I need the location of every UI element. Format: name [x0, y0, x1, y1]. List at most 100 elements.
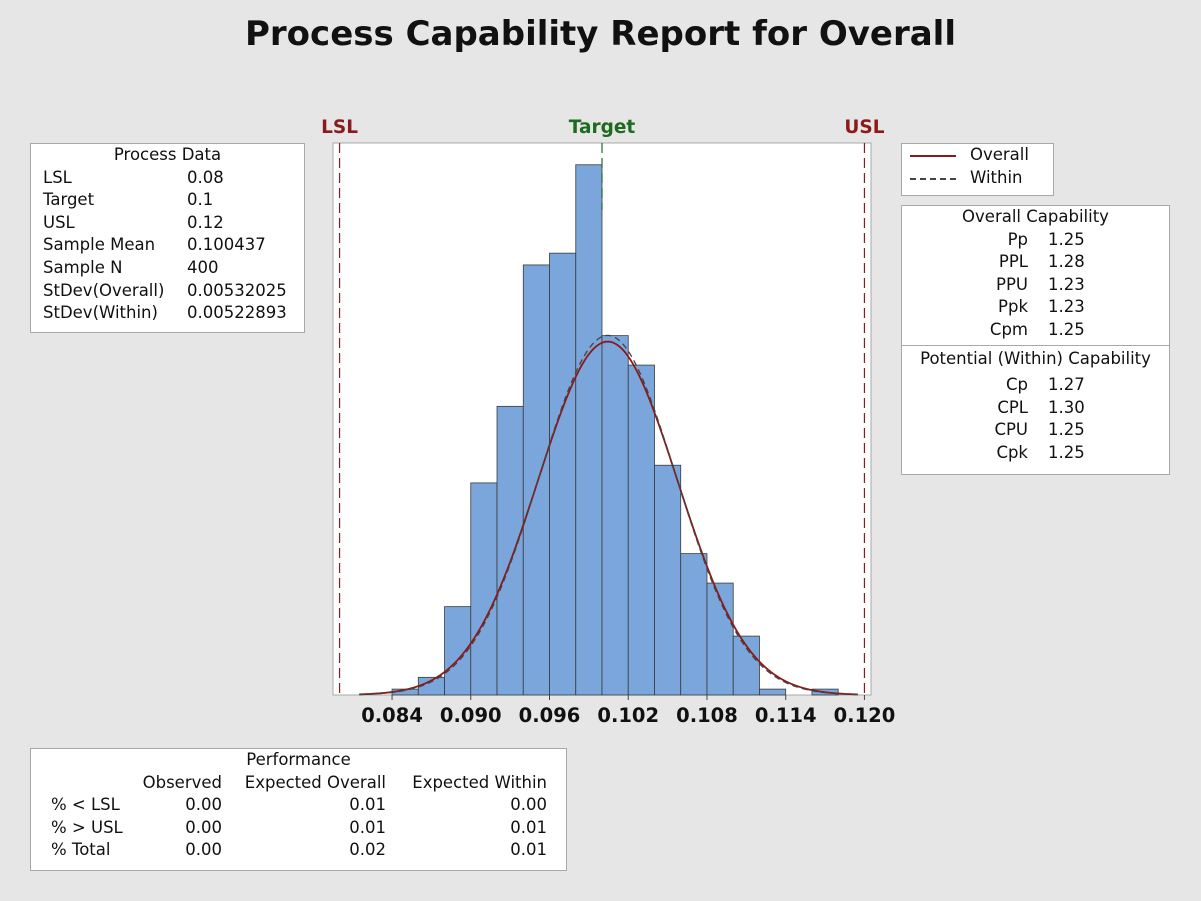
row-label: CPL: [997, 397, 1028, 417]
row-label: Ppk: [998, 297, 1028, 317]
reference-line-label: LSL: [321, 117, 358, 138]
capability-row: Cpm 1.25: [902, 319, 1169, 342]
overall-capability-heading: Overall Capability: [962, 207, 1109, 226]
row-value: 0.00522893: [187, 303, 287, 323]
row-label: Cp: [1006, 375, 1028, 395]
row-label: % > USL: [51, 817, 123, 837]
process-data-row: LSL 0.08: [31, 167, 304, 190]
capability-row: CPU 1.25: [902, 419, 1169, 442]
row-label: Cpk: [996, 442, 1028, 462]
row-label: Pp: [1007, 229, 1028, 249]
chart-title: Process Capability Report for Overall: [245, 14, 956, 54]
process-data-row: Sample N 400: [31, 257, 304, 280]
legend-item-overall: Overall: [902, 144, 1053, 167]
cell: 0.01: [510, 840, 547, 860]
histogram-bar: [680, 553, 708, 696]
histogram-bar: [575, 164, 603, 696]
reference-line-label: Target: [569, 117, 636, 138]
row-value: 1.25: [1048, 442, 1085, 462]
x-tick-label: 0.096: [519, 704, 581, 727]
performance-row: % Total 0.00 0.02 0.01: [31, 839, 566, 862]
cell: 0.00: [185, 817, 222, 837]
column-header: Expected Within: [412, 772, 547, 792]
row-label: Cpm: [989, 319, 1028, 339]
histogram-bars: [391, 164, 839, 696]
row-label: StDev(Overall): [43, 280, 165, 300]
x-tick-label: 0.084: [361, 704, 423, 727]
row-label: LSL: [43, 167, 72, 187]
row-label: Target: [43, 190, 95, 210]
row-value: 0.100437: [187, 235, 266, 255]
capability-row: PPL 1.28: [902, 251, 1169, 274]
performance-panel: Performance Observed Expected Overall Ex…: [30, 748, 567, 871]
x-tick-label: 0.108: [676, 704, 738, 727]
reference-line-label: USL: [844, 117, 884, 138]
process-data-heading: Process Data: [113, 145, 222, 164]
process-data-row: StDev(Within) 0.00522893: [31, 302, 304, 325]
histogram-bar: [470, 482, 498, 696]
row-value: 1.27: [1048, 375, 1085, 395]
histogram-bar: [522, 264, 550, 696]
row-value: 0.08: [187, 167, 224, 187]
legend-item-within: Within: [902, 167, 1053, 190]
histogram-bar: [627, 364, 655, 696]
column-header: Observed: [142, 772, 222, 792]
capability-row: Cpk 1.25: [902, 442, 1169, 465]
process-data-row: Target 0.1: [31, 189, 304, 212]
histogram-bar: [706, 582, 734, 696]
row-value: 1.25: [1048, 229, 1085, 249]
row-label: CPU: [994, 420, 1028, 440]
cell: 0.00: [185, 840, 222, 860]
histogram-bar: [549, 252, 577, 696]
process-data-row: Sample Mean 0.100437: [31, 234, 304, 257]
fit-curves: [359, 334, 858, 696]
capability-row: CPL 1.30: [902, 397, 1169, 420]
capability-row: PPU 1.23: [902, 274, 1169, 297]
row-label: Sample Mean: [43, 235, 156, 255]
process-data-panel: Process Data LSL 0.08 Target 0.1 USL 0.12 S…: [30, 143, 305, 333]
performance-row: % < LSL 0.00 0.01 0.00: [31, 794, 566, 817]
cell: 0.01: [349, 795, 386, 815]
row-value: 1.25: [1048, 420, 1085, 440]
row-value: 1.23: [1048, 274, 1085, 294]
row-value: 1.23: [1048, 297, 1085, 317]
capability-row: Ppk 1.23: [902, 296, 1169, 319]
solid-line-swatch: [910, 155, 956, 157]
histogram-bar: [759, 688, 787, 696]
legend: Overall Within: [901, 143, 1054, 196]
row-value: 0.12: [187, 212, 224, 232]
x-tick-label: 0.102: [597, 704, 659, 727]
row-label: StDev(Within): [43, 303, 158, 323]
row-value: 0.00532025: [187, 280, 287, 300]
within-capability-heading: Potential (Within) Capability: [920, 348, 1151, 368]
cell: 0.00: [510, 795, 547, 815]
row-value: 0.1: [187, 190, 214, 210]
x-axis: 0.084 0.090 0.096 0.102 0.108 0.114 0.120: [361, 695, 895, 727]
legend-label-overall: Overall: [970, 145, 1029, 164]
overall-curve: [359, 340, 858, 696]
row-value: 1.30: [1048, 397, 1085, 417]
row-label: PPL: [998, 252, 1028, 272]
x-tick-label: 0.120: [834, 704, 896, 727]
legend-label-within: Within: [970, 168, 1023, 187]
cell: 0.01: [349, 817, 386, 837]
histogram-bar: [496, 405, 524, 696]
performance-heading: Performance: [246, 750, 351, 769]
row-label: PPU: [996, 274, 1028, 294]
histogram-bar: [654, 464, 682, 696]
divider: [902, 344, 1169, 346]
cell: 0.02: [349, 840, 386, 860]
row-value: 1.25: [1048, 319, 1085, 339]
histogram-bar: [601, 335, 629, 696]
x-tick-label: 0.090: [440, 704, 502, 727]
capability-panel: Overall Capability Pp 1.25 PPL 1.28 PPU 1.2…: [901, 205, 1170, 475]
dashed-line-swatch: [910, 178, 956, 180]
row-value: 1.28: [1048, 252, 1085, 272]
cell: 0.01: [510, 817, 547, 837]
performance-header-row: Observed Expected Overall Expected Withi…: [31, 772, 566, 795]
row-label: USL: [43, 212, 75, 232]
capability-row: Pp 1.25: [902, 229, 1169, 252]
row-label: % Total: [51, 840, 111, 860]
row-label: Sample N: [43, 257, 123, 277]
